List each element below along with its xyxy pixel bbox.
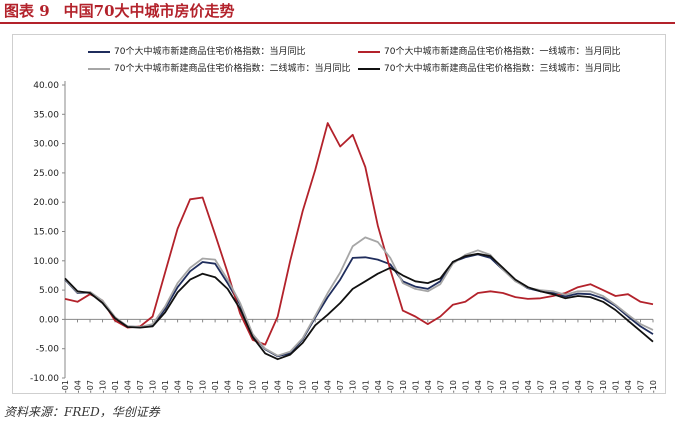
x-tick-label: 2012-01 [111, 380, 120, 393]
y-tick-label: 30.00 [33, 140, 59, 150]
x-tick-label: 2018-10 [449, 380, 458, 393]
figure-title: 图表 9 中国70大中城市房价走势 [4, 0, 235, 22]
x-tick-label: 2021-01 [561, 380, 570, 393]
y-tick-label: 5.00 [39, 286, 59, 296]
x-tick-label: 2020-01 [511, 380, 520, 393]
x-tick-label: 2011-01 [61, 380, 70, 393]
x-tick-label: 2022-10 [649, 380, 658, 393]
x-tick-label: 2014-10 [249, 380, 258, 393]
legend-swatch [358, 67, 380, 70]
x-tick-label: 2011-07 [86, 380, 95, 393]
x-tick-label: 2022-01 [611, 380, 620, 393]
x-tick-label: 2018-04 [424, 380, 433, 393]
legend-item-3: 70个大中城市新建商品住宅价格指数：二线城市：当月同比 [88, 61, 350, 74]
x-tick-label: 2020-10 [549, 380, 558, 393]
y-tick-label: 15.00 [33, 228, 59, 238]
source-note: 资料来源：FRED，华创证券 [4, 405, 160, 419]
title-rule [0, 22, 675, 24]
legend-item-2: 70个大中城市新建商品住宅价格指数：一线城市：当月同比 [358, 44, 620, 57]
legend-label: 70个大中城市新建商品住宅价格指数：二线城市：当月同比 [114, 64, 351, 74]
legend-swatch [358, 50, 380, 53]
legend-swatch [88, 50, 110, 53]
y-tick-label: 35.00 [33, 110, 59, 120]
x-tick-label: 2013-07 [186, 380, 195, 393]
x-tick-label: 2020-07 [536, 380, 545, 393]
x-tick-label: 2019-01 [461, 380, 470, 393]
x-tick-label: 2018-07 [436, 380, 445, 393]
legend-label: 70个大中城市新建商品住宅价格指数：三线城市：当月同比 [384, 64, 621, 74]
x-tick-label: 2016-07 [336, 380, 345, 393]
x-tick-label: 2016-10 [349, 380, 358, 393]
legend-item-4: 70个大中城市新建商品住宅价格指数：三线城市：当月同比 [358, 61, 620, 74]
x-tick-label: 2016-01 [311, 380, 320, 393]
x-tick-label: 2022-04 [624, 380, 633, 393]
x-tick-label: 2012-04 [124, 380, 133, 393]
x-tick-label: 2019-04 [474, 380, 483, 393]
x-tick-label: 2015-10 [299, 380, 308, 393]
y-tick-label: -5.00 [36, 345, 60, 355]
x-tick-label: 2013-10 [199, 380, 208, 393]
y-tick-label: -10.00 [30, 374, 59, 384]
x-tick-label: 2021-07 [586, 380, 595, 393]
x-tick-label: 2011-04 [74, 380, 83, 393]
y-tick-label: 40.00 [33, 81, 59, 91]
x-tick-label: 2019-10 [499, 380, 508, 393]
x-tick-label: 2020-04 [524, 380, 533, 393]
x-tick-label: 2019-07 [486, 380, 495, 393]
figure-title-text: 中国70大中城市房价走势 [63, 2, 235, 20]
chart-frame: -10.00 -5.00 0.00 5.00 10.00 15.00 20.00 25.00 3… [12, 34, 666, 394]
series-line-2 [64, 122, 654, 346]
y-tick-label: 20.00 [33, 198, 59, 208]
x-tick-label: 2015-07 [286, 380, 295, 393]
y-tick-label: 0.00 [39, 315, 59, 325]
x-tick-label: 2013-01 [161, 380, 170, 393]
x-tick-label: 2017-01 [361, 380, 370, 393]
legend-label: 70个大中城市新建商品住宅价格指数：当月同比 [114, 47, 306, 57]
x-tick-label: 2021-10 [599, 380, 608, 393]
figure-label: 图表 9 [4, 2, 50, 20]
series-line-4 [64, 252, 654, 361]
x-tick-label: 2011-10 [99, 380, 108, 393]
x-tick-label: 2014-07 [236, 380, 245, 393]
x-tick-label: 2021-04 [574, 380, 583, 393]
x-tick-label: 2017-10 [399, 380, 408, 393]
line-chart: -10.00 -5.00 0.00 5.00 10.00 15.00 20.00 25.00 3… [30, 81, 658, 393]
x-tick-label: 2016-04 [324, 380, 333, 393]
legend-label: 70个大中城市新建商品住宅价格指数：一线城市：当月同比 [384, 47, 621, 57]
x-tick-label: 2015-04 [274, 380, 283, 393]
x-tick-label: 2017-07 [386, 380, 395, 393]
x-tick-label: 2014-04 [224, 380, 233, 393]
x-tick-label: 2012-10 [149, 380, 158, 393]
legend-swatch [88, 67, 110, 70]
x-tick-label: 2014-01 [211, 380, 220, 393]
series-line-3 [64, 236, 654, 357]
x-tick-label: 2017-04 [374, 380, 383, 393]
x-tick-label: 2013-04 [174, 380, 183, 393]
x-tick-label: 2022-07 [636, 380, 645, 393]
series-line-1 [64, 253, 654, 358]
y-tick-label: 25.00 [33, 169, 59, 179]
x-tick-label: 2015-01 [261, 380, 270, 393]
x-tick-label: 2012-07 [136, 380, 145, 393]
y-tick-label: 10.00 [33, 257, 59, 267]
legend-item-1: 70个大中城市新建商品住宅价格指数：当月同比 [88, 44, 305, 57]
x-tick-label: 2018-01 [411, 380, 420, 393]
